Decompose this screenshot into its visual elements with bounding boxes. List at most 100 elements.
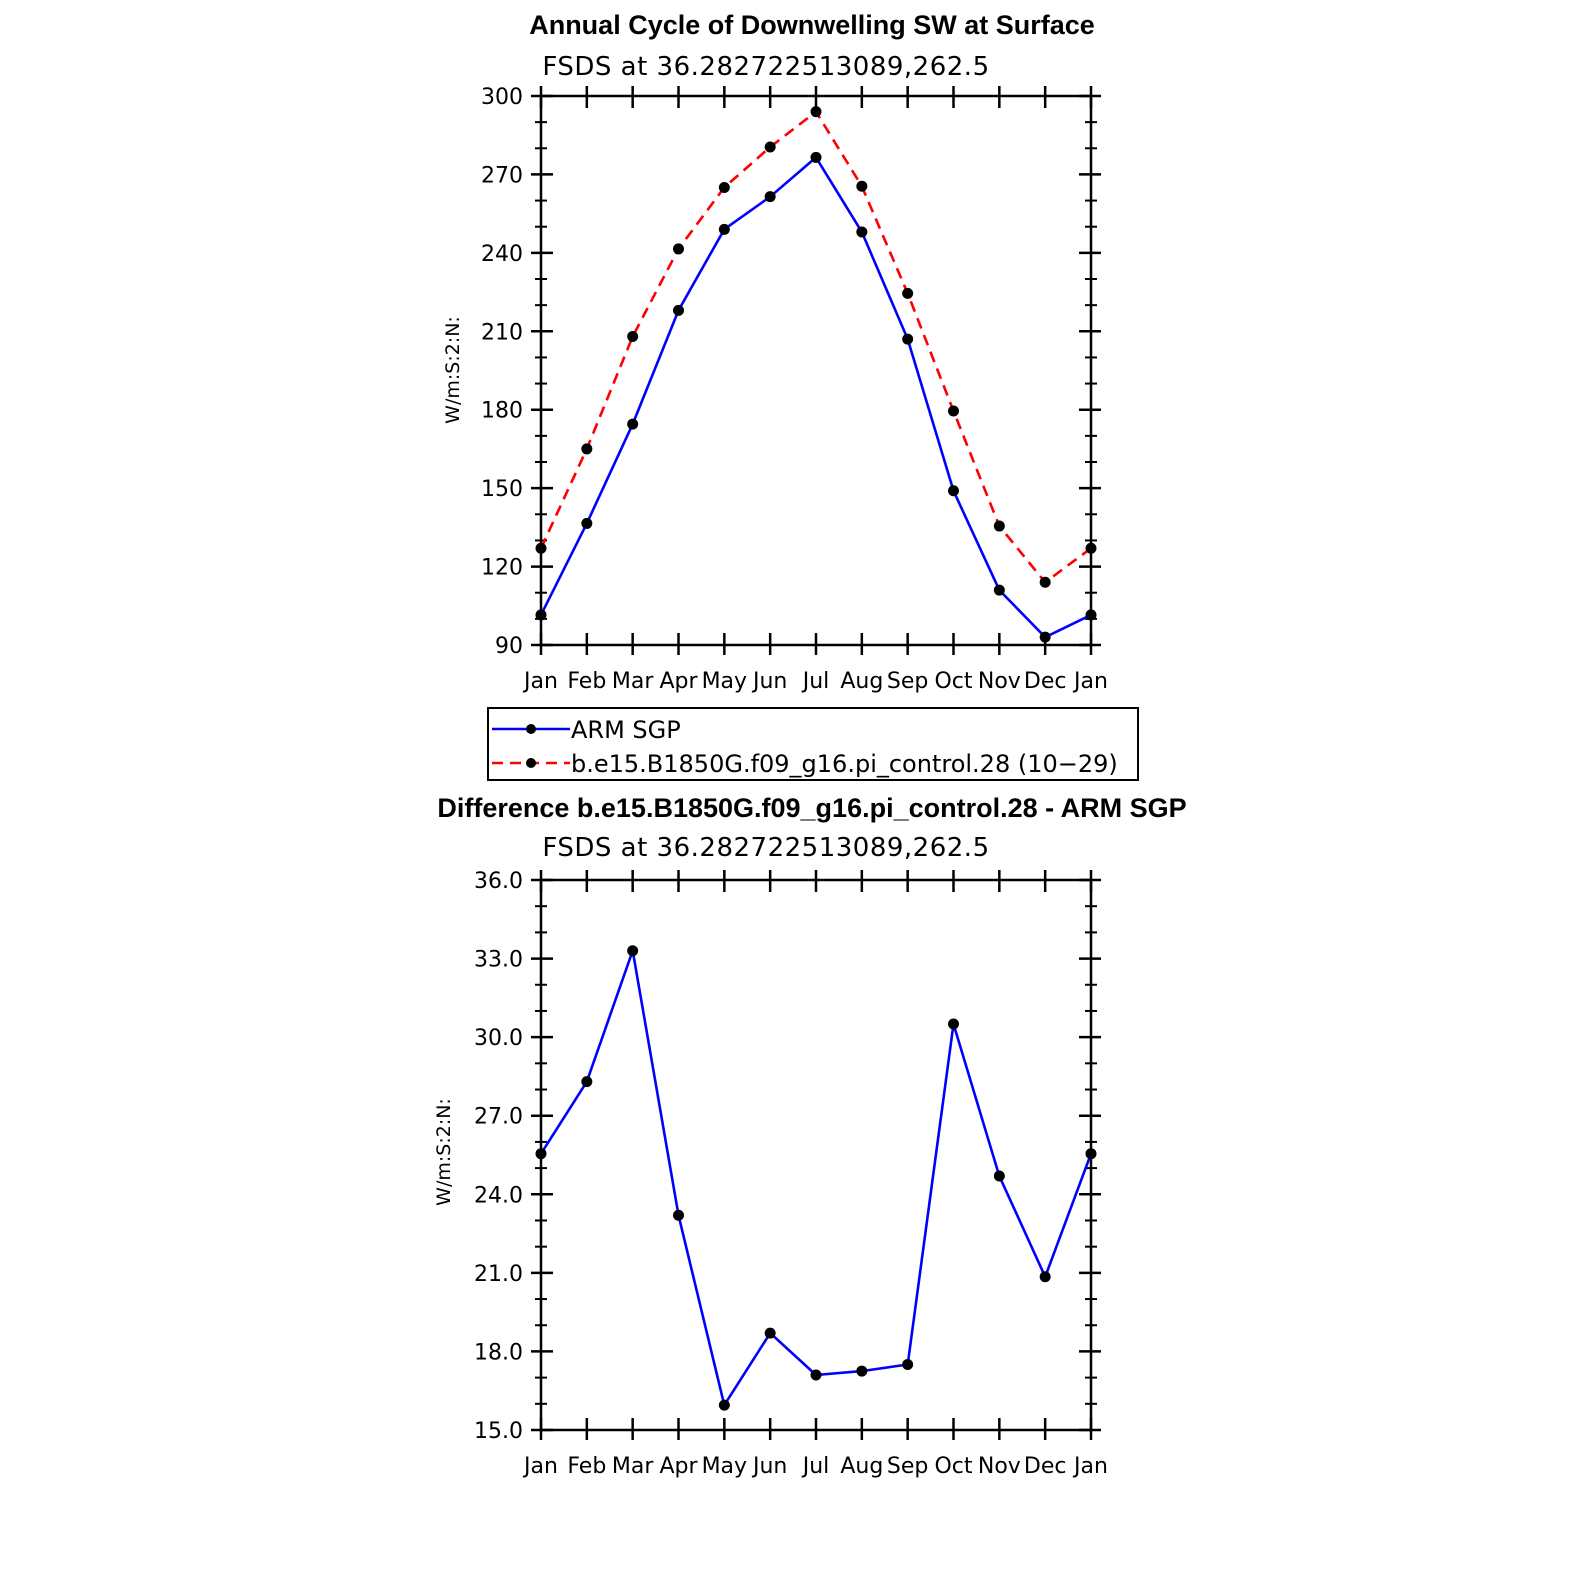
top-data-point-0 <box>856 226 868 238</box>
legend-marker-arm-sgp <box>526 724 536 734</box>
bottom-data-point-0 <box>718 1399 730 1411</box>
top-data-point-0 <box>581 517 593 529</box>
top-data-point-0 <box>718 223 730 235</box>
legend-marker-model <box>526 758 536 768</box>
top-x-tick-label: Mar <box>612 669 654 694</box>
bottom-x-tick-label: Sep <box>887 1454 928 1479</box>
top-data-point-1 <box>856 180 868 192</box>
top-data-point-0 <box>673 304 684 316</box>
top-y-axis-label: W/m:S:2:N: <box>442 316 464 424</box>
bottom-y-tick-label: 36.0 <box>474 869 523 894</box>
top-data-point-1 <box>764 141 776 153</box>
top-data-point-1 <box>902 287 914 299</box>
bottom-y-tick-label: 15.0 <box>474 1419 523 1444</box>
top-data-point-1 <box>627 331 639 343</box>
legend-label-arm-sgp: ARM SGP <box>571 716 681 744</box>
bottom-x-tick-label: Aug <box>840 1454 883 1479</box>
top-y-tick-label: 150 <box>481 477 523 502</box>
top-plot-frame <box>539 94 1093 647</box>
bottom-x-tick-label: Mar <box>612 1454 654 1479</box>
top-y-tick-label: 90 <box>495 634 523 659</box>
top-data-point-1 <box>535 542 547 554</box>
bottom-data-point-0 <box>810 1369 822 1381</box>
top-x-tick-label: Jun <box>751 669 787 694</box>
top-y-tick-label: 270 <box>481 163 523 188</box>
top-x-tick-label: May <box>702 669 747 694</box>
legend-label-model: b.e15.B1850G.f09_g16.pi_control.28 (10−2… <box>571 750 1118 778</box>
top-y-tick-label: 300 <box>481 85 523 110</box>
top-y-tick-label: 210 <box>481 320 523 345</box>
bottom-y-tick-label: 33.0 <box>474 948 523 973</box>
top-y-tick-label: 240 <box>481 242 523 267</box>
top-x-tick-label: Jul <box>801 669 830 694</box>
top-data-point-0 <box>764 191 776 203</box>
bottom-data-point-0 <box>581 1076 593 1088</box>
top-x-tick-label: Sep <box>887 669 928 694</box>
bottom-x-tick-label: Feb <box>567 1454 606 1479</box>
bottom-x-tick-label: Apr <box>659 1454 698 1479</box>
bottom-chart-title: Difference b.e15.B1850G.f09_g16.pi_contr… <box>437 793 1186 823</box>
bottom-data-point-0 <box>902 1359 914 1371</box>
top-data-point-0 <box>1039 631 1051 643</box>
top-x-tick-label: Feb <box>567 669 606 694</box>
bottom-x-tick-label: Jun <box>751 1454 787 1479</box>
bottom-data-point-0 <box>535 1148 547 1160</box>
top-data-point-0 <box>948 485 959 497</box>
bottom-x-tick-label: Jul <box>801 1454 830 1479</box>
bottom-y-tick-label: 27.0 <box>474 1105 523 1130</box>
bottom-data-point-0 <box>764 1327 776 1339</box>
top-data-point-1 <box>581 443 593 455</box>
top-y-tick-label: 180 <box>481 399 523 424</box>
top-data-point-0 <box>1085 609 1097 621</box>
bottom-y-tick-label: 24.0 <box>474 1183 523 1208</box>
top-data-point-1 <box>948 405 959 417</box>
top-x-tick-label: Jan <box>1072 669 1108 694</box>
bottom-x-tick-label: Dec <box>1024 1454 1067 1479</box>
top-data-point-0 <box>627 418 639 430</box>
bottom-x-tick-label: Jan <box>1072 1454 1108 1479</box>
bottom-y-tick-label: 30.0 <box>474 1026 523 1051</box>
bottom-data-point-0 <box>1039 1271 1051 1283</box>
bottom-y-tick-label: 21.0 <box>474 1262 523 1287</box>
top-y-tick-label: 120 <box>481 556 523 581</box>
bottom-data-point-0 <box>993 1170 1005 1182</box>
top-data-point-0 <box>902 333 914 345</box>
bottom-y-tick-label: 18.0 <box>474 1340 523 1365</box>
bottom-data-point-0 <box>856 1365 868 1377</box>
bottom-x-tick-label: Jan <box>522 1454 558 1479</box>
top-x-tick-label: Nov <box>978 669 1021 694</box>
top-data-point-0 <box>810 151 822 163</box>
bottom-x-tick-label: Oct <box>934 1454 972 1479</box>
legend: ARM SGP b.e15.B1850G.f09_g16.pi_control.… <box>487 707 1139 781</box>
top-data-point-0 <box>535 609 547 621</box>
top-x-tick-label: Oct <box>934 669 972 694</box>
bottom-x-tick-label: May <box>702 1454 747 1479</box>
legend-box <box>487 707 1139 781</box>
top-x-tick-label: Jan <box>522 669 558 694</box>
top-data-point-1 <box>810 106 822 118</box>
bottom-series-line-0 <box>539 949 1093 1407</box>
top-data-point-1 <box>718 182 730 193</box>
top-x-tick-label: Apr <box>659 669 698 694</box>
top-data-point-1 <box>673 243 684 255</box>
top-series-line-0 <box>539 156 1092 639</box>
top-x-tick-label: Aug <box>840 669 883 694</box>
bottom-chart-subtitle: FSDS at 36.282722513089,262.5 <box>542 833 989 863</box>
top-data-point-1 <box>993 520 1005 532</box>
bottom-plot-frame <box>539 878 1093 1432</box>
bottom-data-point-0 <box>1085 1148 1097 1160</box>
bottom-data-point-0 <box>673 1209 684 1221</box>
top-chart-subtitle: FSDS at 36.282722513089,262.5 <box>542 52 989 82</box>
bottom-x-tick-label: Nov <box>978 1454 1021 1479</box>
bottom-y-axis-label: W/m:S:2:N: <box>433 1098 455 1206</box>
top-data-point-1 <box>1085 542 1097 554</box>
top-data-point-0 <box>993 584 1005 596</box>
top-x-tick-label: Dec <box>1024 669 1067 694</box>
bottom-data-point-0 <box>948 1018 959 1030</box>
top-series-line-1 <box>539 110 1092 584</box>
top-chart-title: Annual Cycle of Downwelling SW at Surfac… <box>529 10 1095 40</box>
bottom-data-point-0 <box>627 945 639 957</box>
